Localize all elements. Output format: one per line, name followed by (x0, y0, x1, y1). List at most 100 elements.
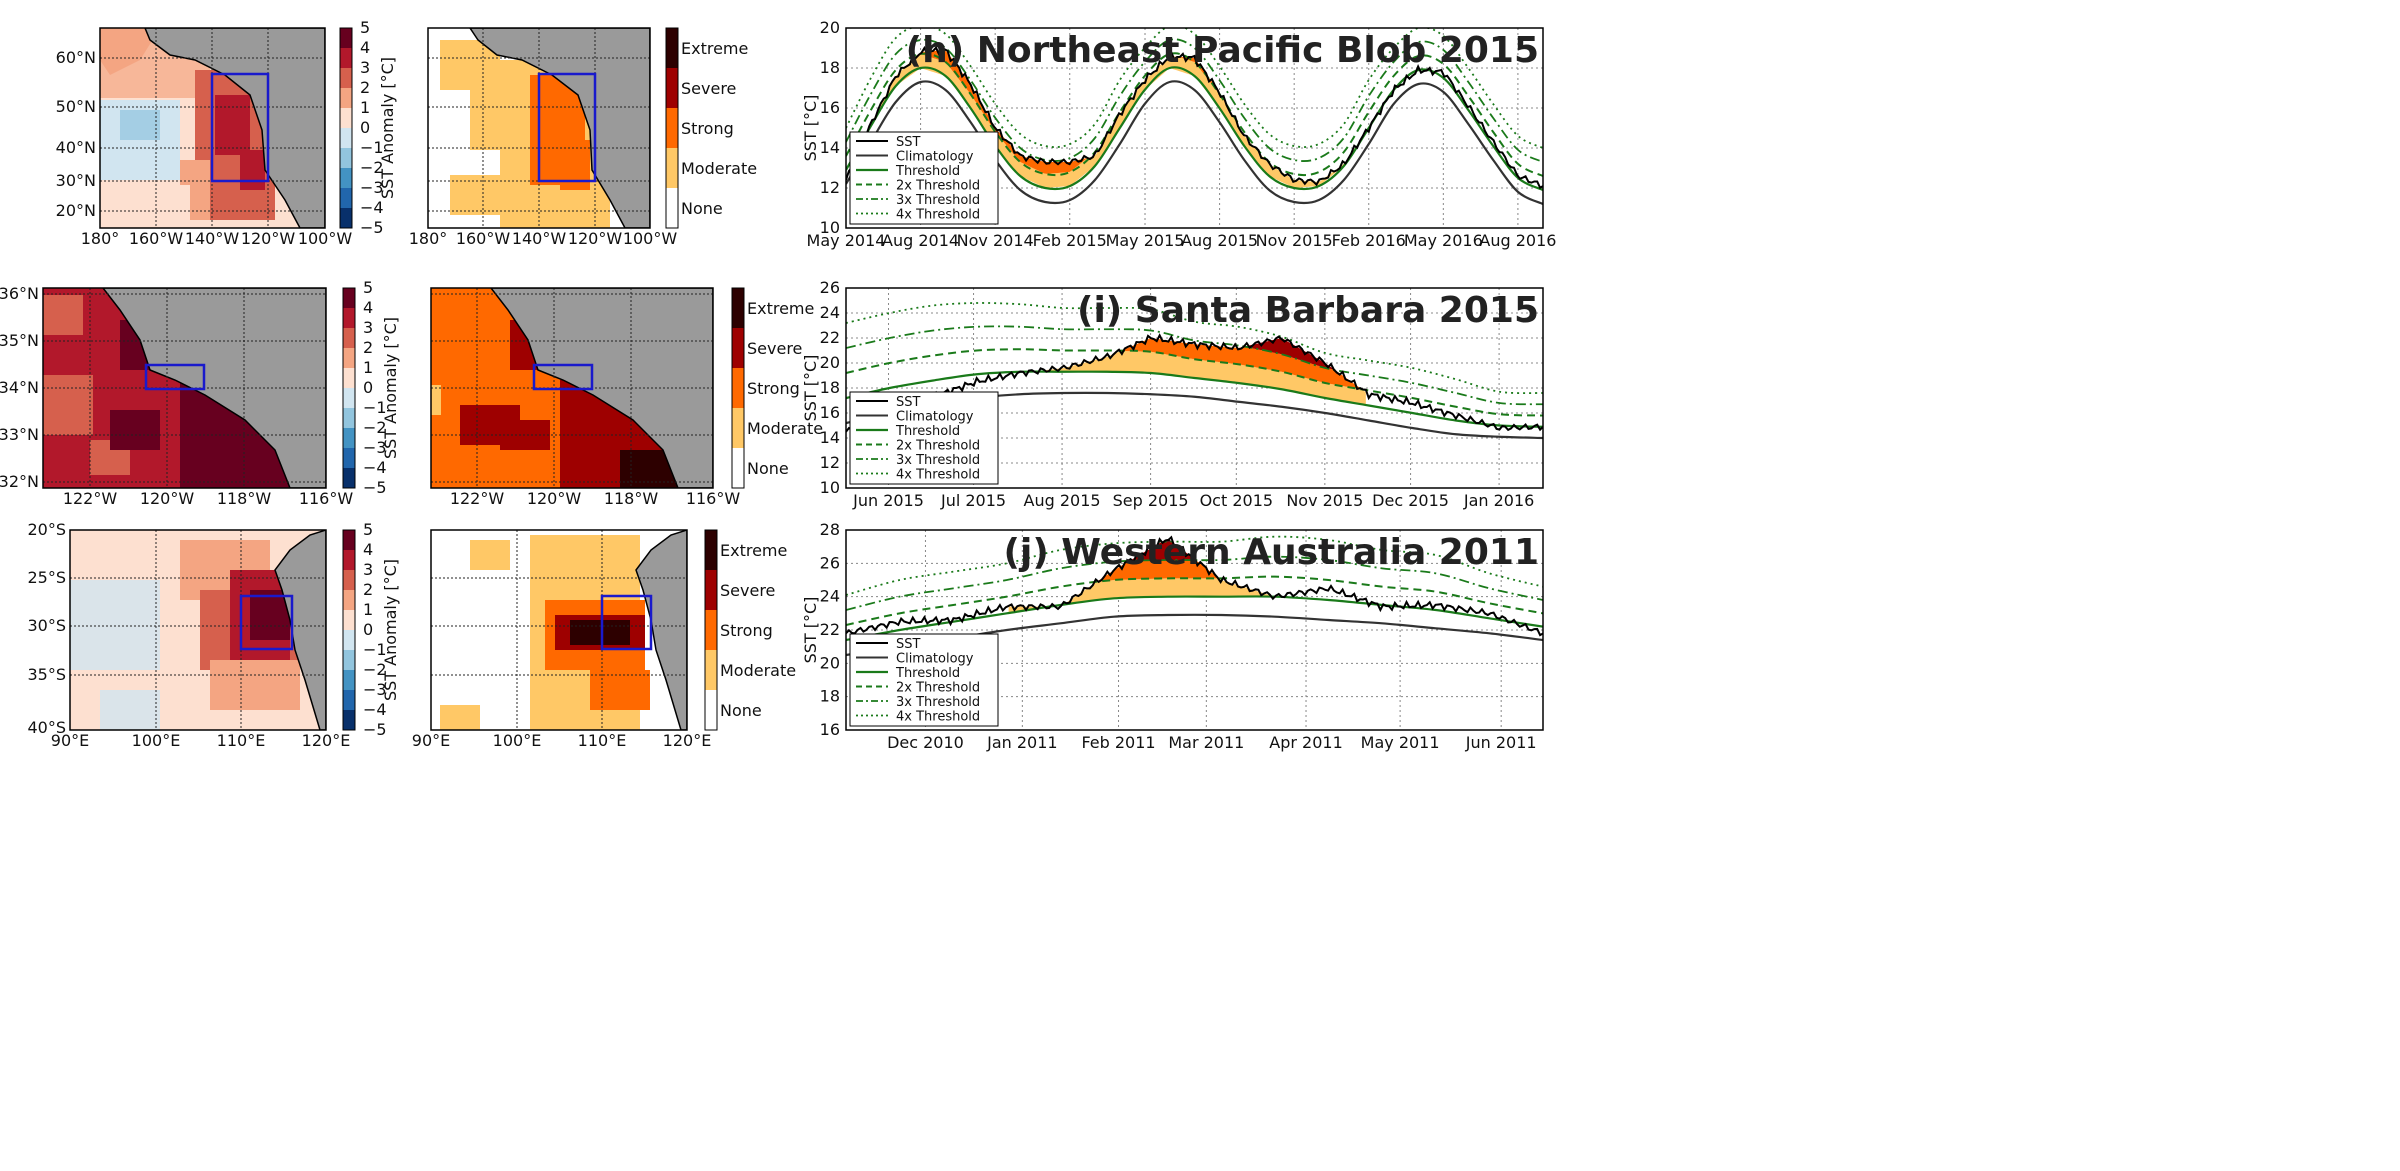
anomaly-colorbar-bin (340, 188, 352, 208)
y-tick-label: 20 (820, 653, 840, 672)
anomaly-colorbar-bin (343, 570, 355, 590)
anomaly-colorbar-tick: −1 (360, 138, 384, 157)
category-colorbar-label: Moderate (681, 159, 757, 178)
category-colorbar-label: Moderate (720, 661, 796, 680)
x-tick-label: Aug 2014 (882, 231, 959, 250)
anomaly-colorbar-tick: −1 (363, 398, 387, 417)
category-colorbar-bin (732, 368, 744, 408)
x-tick-label: Feb 2011 (1081, 733, 1155, 752)
x-tick-label: Jul 2015 (940, 491, 1006, 510)
category-colorbar-bin (705, 570, 717, 610)
category-colorbar-bin (732, 288, 744, 328)
lat-tick-label: 30°N (56, 171, 96, 190)
category-colorbar-label: None (747, 459, 789, 478)
threshold-2x-line (846, 52, 1543, 177)
x-tick-label: Nov 2015 (1256, 231, 1333, 250)
category-colorbar-label: Extreme (747, 299, 814, 318)
x-tick-label: Dec 2015 (1372, 491, 1449, 510)
lat-tick-label: 50°N (56, 97, 96, 116)
category-colorbar-bin (705, 650, 717, 690)
region-box (210, 72, 270, 183)
lat-tick-label: 20°S (27, 520, 66, 539)
lon-tick-label: 110°E (217, 731, 266, 750)
category-colorbar-label: Severe (681, 79, 736, 98)
legend-box (849, 633, 999, 727)
category-colorbar-label: Strong (720, 621, 773, 640)
legend-label: Climatology (896, 652, 974, 667)
anomaly-colorbar-tick: −4 (363, 458, 387, 477)
y-tick-label: 18 (820, 58, 840, 77)
anomaly-colorbar-tick: −1 (363, 640, 387, 659)
anomaly-colorbar-bin (343, 710, 355, 730)
map-ne-pacific-category (427, 27, 651, 229)
anomaly-colorbar-tick: −5 (360, 218, 384, 237)
lat-tick-label: 60°N (56, 48, 96, 67)
anomaly-colorbar-bin (340, 28, 352, 48)
category-colorbar-bin (732, 448, 744, 488)
anomaly-colorbar-frame (342, 287, 356, 489)
x-tick-label: Aug 2015 (1181, 231, 1258, 250)
anomaly-colorbar-bin (340, 128, 352, 148)
anomaly-colorbar-bin (340, 108, 352, 128)
lon-tick-label: 122°W (450, 489, 505, 508)
x-tick-label: Nov 2014 (957, 231, 1034, 250)
x-tick-label: Oct 2015 (1200, 491, 1273, 510)
x-tick-label: Aug 2016 (1479, 231, 1556, 250)
category-colorbar-bin (732, 328, 744, 368)
y-tick-label: 16 (820, 98, 840, 117)
chart-title: (h) Northeast Pacific Blob 2015 (906, 30, 1539, 71)
y-tick-label: 14 (820, 428, 840, 447)
legend-label: 4x Threshold (896, 208, 980, 223)
x-tick-label: Sep 2015 (1113, 491, 1189, 510)
anomaly-colorbar-tick: −4 (363, 700, 387, 719)
anomaly-colorbar-tick: 4 (360, 38, 370, 57)
legend-label: Threshold (895, 424, 960, 439)
category-colorbar-bin (666, 188, 678, 228)
threshold-4x-line (846, 535, 1543, 596)
threshold-4x-line (846, 28, 1543, 149)
lon-tick-label: 120°E (663, 731, 712, 750)
category-colorbar-bin (705, 690, 717, 730)
legend-label: 2x Threshold (896, 179, 980, 194)
lat-tick-label: 40°N (56, 138, 96, 157)
map-ne-pacific-anomaly (99, 27, 326, 229)
timeseries-western-australia: 16 18 20 22 24 26 28 Dec 2010 Jan 2011 Feb 2011 Ma… (801, 520, 1544, 752)
lon-tick-label: 116°W (299, 489, 354, 508)
heatwave-fill (1098, 560, 1218, 582)
anomaly-colorbar-tick: 3 (360, 58, 370, 77)
lat-tick-label: 34°N (0, 378, 39, 397)
anomaly-colorbar-tick: 2 (363, 338, 373, 357)
lat-tick-label: 35°S (27, 665, 66, 684)
anomaly-colorbar-tick: −2 (363, 660, 387, 679)
y-tick-label: 12 (820, 178, 840, 197)
category-colorbar-label: Strong (681, 119, 734, 138)
x-tick-label: Aug 2015 (1024, 491, 1101, 510)
x-tick-label: May 2015 (1106, 231, 1185, 250)
lon-tick-label: 180° (409, 229, 448, 248)
anomaly-colorbar-bin (343, 368, 355, 388)
y-axis-label: SST [°C] (801, 597, 820, 664)
y-axis-label: SST [°C] (801, 355, 820, 422)
anomaly-colorbar-bin (340, 88, 352, 108)
anomaly-colorbar-bin (340, 208, 352, 228)
anomaly-colorbar-bin (343, 348, 355, 368)
anomaly-colorbar-bin (343, 590, 355, 610)
x-tick-label: May 2011 (1361, 733, 1440, 752)
anomaly-colorbar-tick: 5 (360, 18, 370, 37)
anomaly-colorbar-tick: 5 (363, 278, 373, 297)
x-tick-label: Jun 2011 (1465, 733, 1537, 752)
y-tick-label: 24 (820, 303, 840, 322)
y-tick-label: 18 (820, 378, 840, 397)
lat-tick-label: 35°N (0, 331, 39, 350)
lon-tick-label: 90°E (412, 731, 450, 750)
anomaly-colorbar-bin (343, 308, 355, 328)
plot-area (846, 28, 1543, 206)
y-axis-label: SST [°C] (801, 95, 820, 162)
category-colorbar-bin (705, 610, 717, 650)
region-box (239, 594, 294, 651)
sst-line (846, 45, 1543, 190)
anomaly-colorbar-bin (343, 650, 355, 670)
y-tick-label: 28 (820, 520, 840, 539)
